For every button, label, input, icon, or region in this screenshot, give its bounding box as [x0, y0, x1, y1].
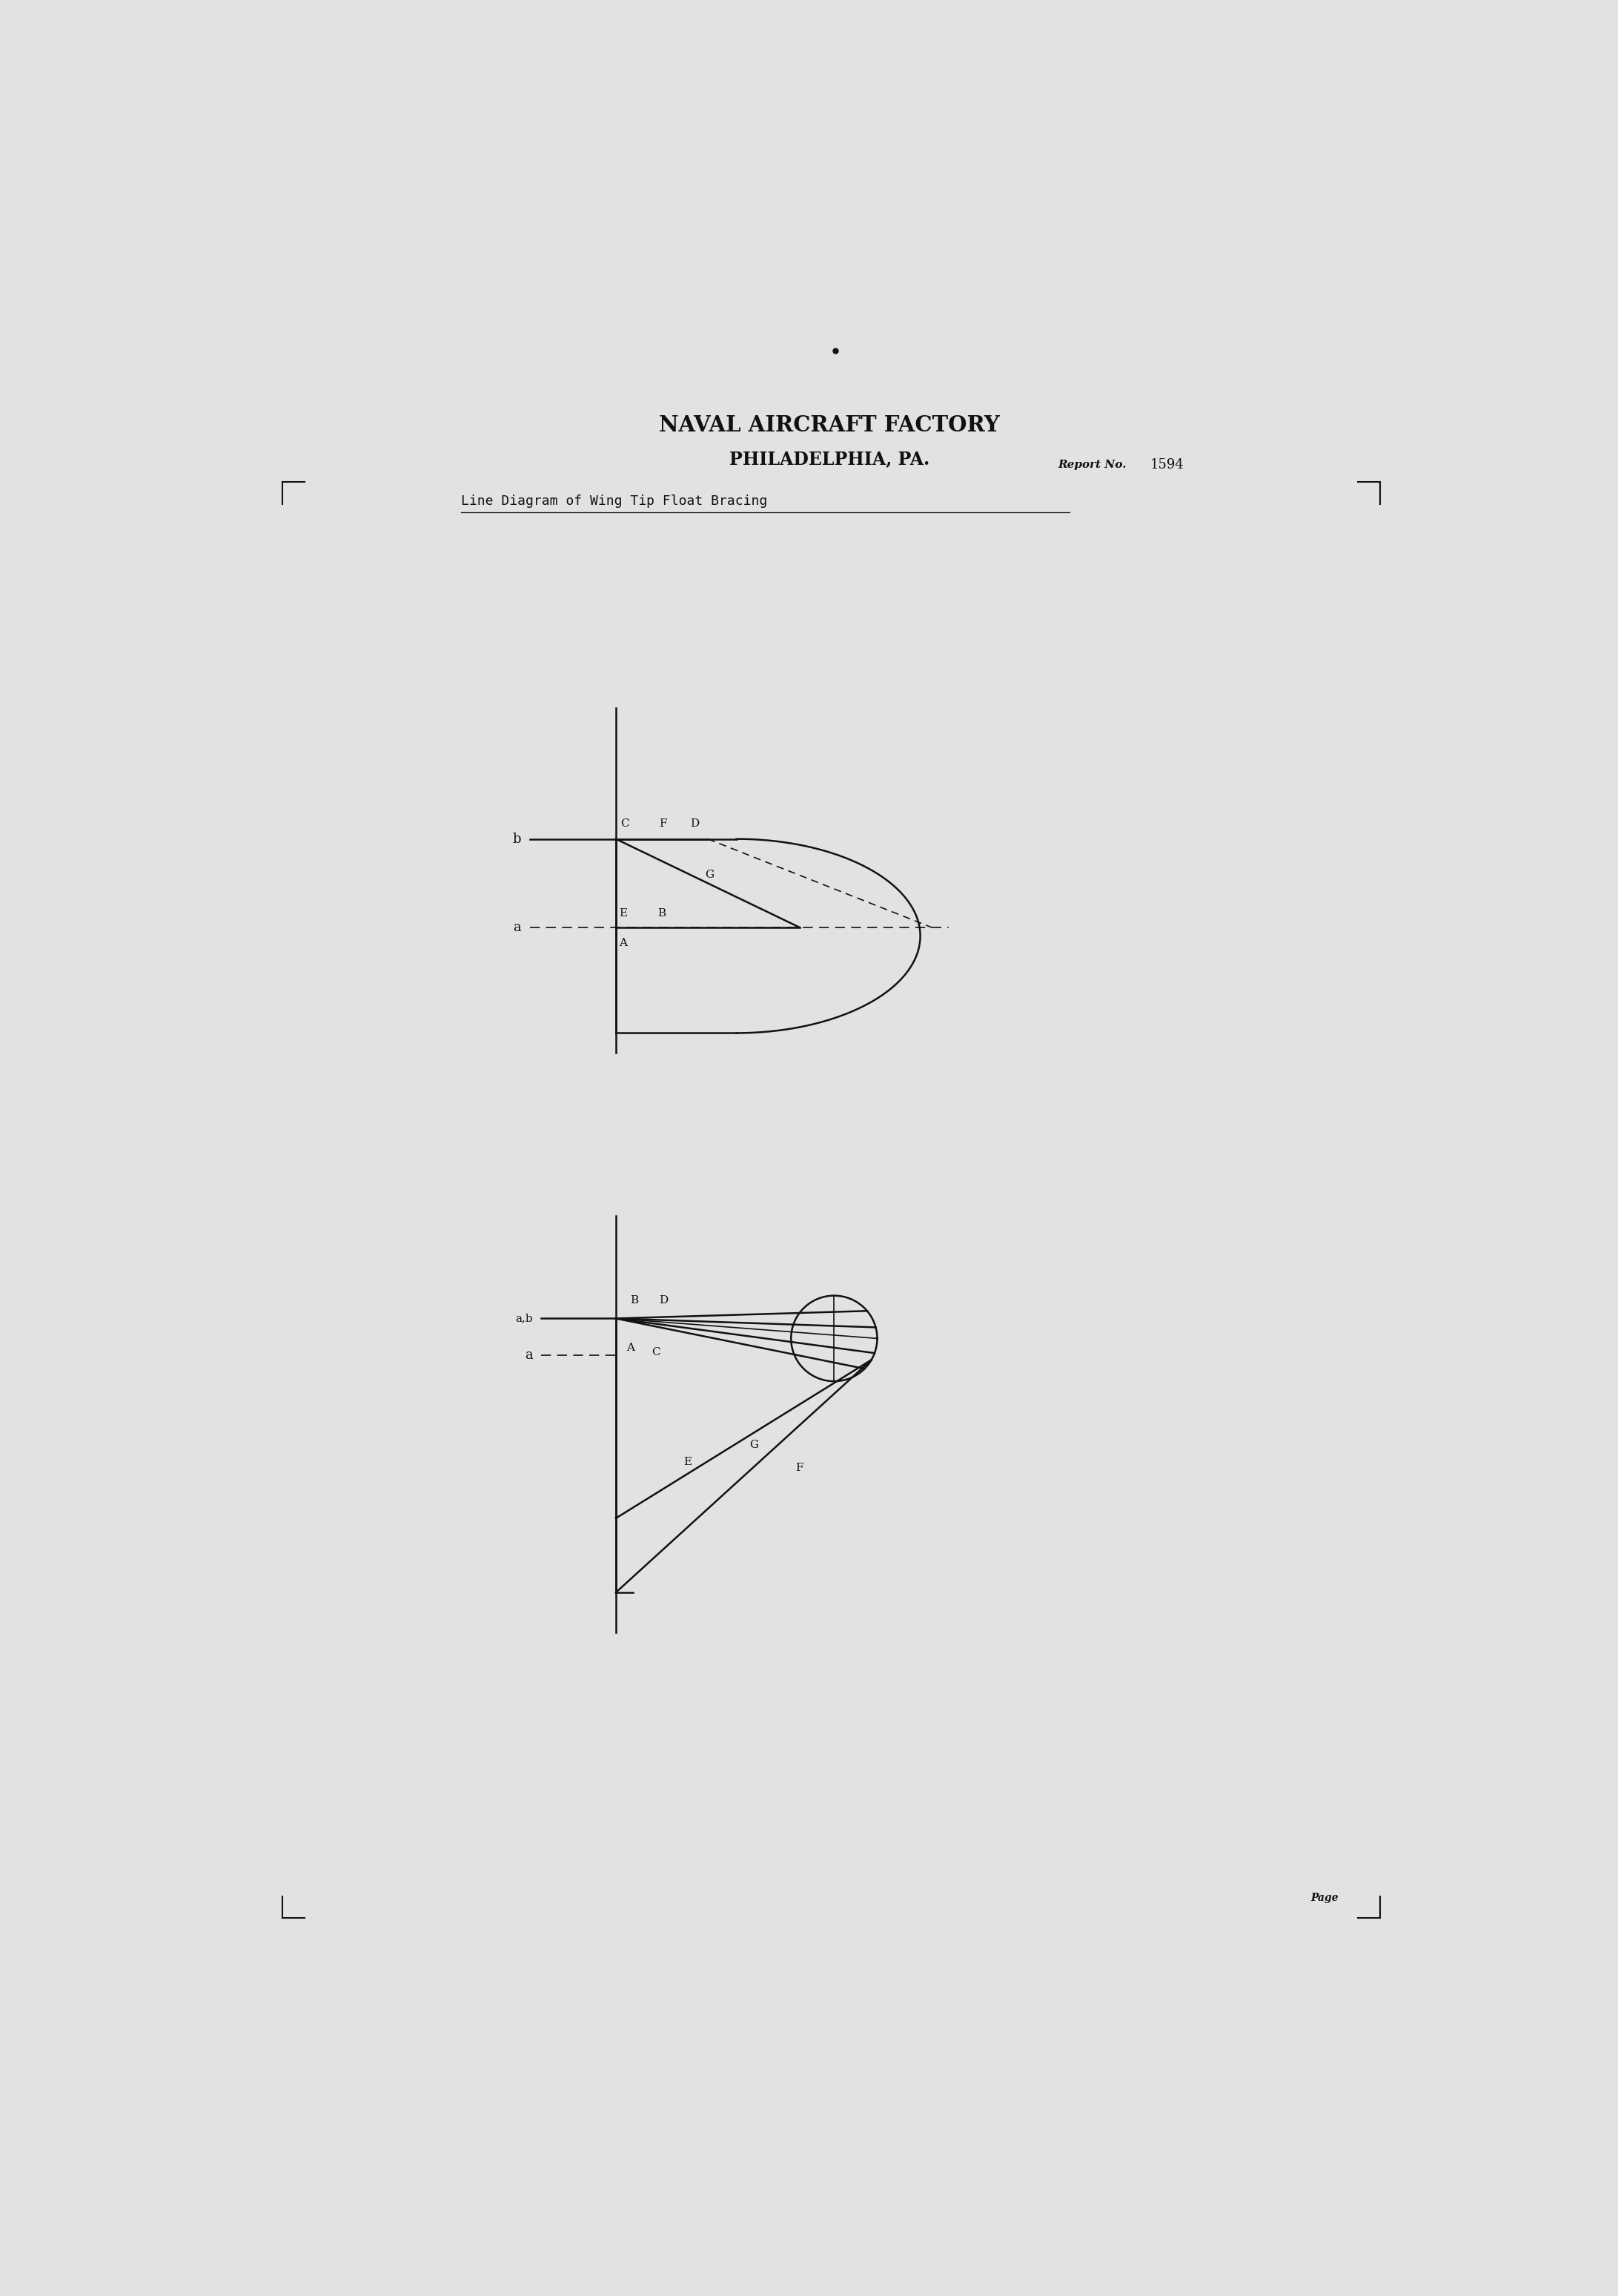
Text: Page: Page — [1311, 1892, 1338, 1903]
Text: D: D — [691, 817, 699, 829]
Text: Report No.: Report No. — [1058, 459, 1126, 471]
Text: G: G — [749, 1440, 759, 1451]
Text: F: F — [659, 817, 667, 829]
Text: F: F — [796, 1463, 803, 1472]
Text: D: D — [659, 1295, 668, 1306]
Text: B: B — [629, 1295, 639, 1306]
Text: PHILADELPHIA, PA.: PHILADELPHIA, PA. — [730, 450, 929, 468]
Text: C: C — [652, 1348, 660, 1357]
Text: E: E — [684, 1456, 693, 1467]
Text: G: G — [705, 870, 714, 879]
Text: A: A — [618, 937, 626, 948]
Text: a: a — [513, 921, 521, 934]
Text: a,b: a,b — [515, 1313, 532, 1325]
Text: b: b — [513, 831, 521, 845]
Text: NAVAL AIRCRAFT FACTORY: NAVAL AIRCRAFT FACTORY — [659, 413, 1000, 436]
Text: B: B — [657, 909, 665, 918]
Text: C: C — [620, 817, 629, 829]
Text: E: E — [618, 909, 626, 918]
Text: a: a — [524, 1348, 532, 1362]
Text: A: A — [626, 1343, 634, 1352]
Text: Line Diagram of Wing Tip Float Bracing: Line Diagram of Wing Tip Float Bracing — [461, 494, 767, 507]
Text: 1594: 1594 — [1150, 459, 1184, 471]
